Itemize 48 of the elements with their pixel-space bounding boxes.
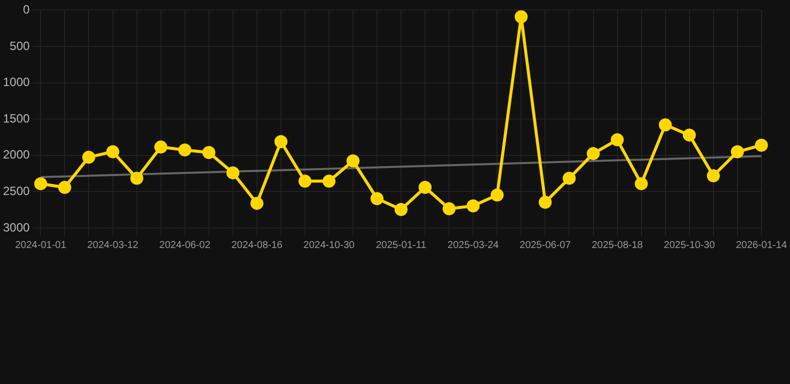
x-tick-label: 2025-01-11 <box>376 240 427 251</box>
point <box>682 128 696 142</box>
point <box>346 154 360 168</box>
y-tick-label: 1500 <box>2 111 30 126</box>
x-tick-label: 2025-03-24 <box>448 240 500 251</box>
point <box>538 196 552 209</box>
point <box>562 172 576 185</box>
x-tick-label: 2024-03-12 <box>87 240 139 251</box>
point <box>130 172 144 185</box>
point <box>202 146 216 159</box>
point <box>730 145 744 158</box>
point <box>250 196 264 210</box>
point <box>58 180 72 194</box>
point <box>106 145 120 158</box>
point <box>298 174 312 188</box>
x-tick-label: 2024-10-30 <box>303 240 355 251</box>
y-tick-label: 0 <box>23 2 30 17</box>
y-tick-label: 1000 <box>2 75 30 90</box>
point <box>466 199 480 212</box>
point <box>754 138 768 152</box>
y-tick-label: 2000 <box>2 148 30 162</box>
point <box>658 118 672 132</box>
point <box>178 143 192 156</box>
x-tick-label: 2024-06-02 <box>159 240 211 251</box>
x-tick-label: 2025-08-18 <box>592 240 644 251</box>
point <box>394 202 408 216</box>
point <box>226 166 240 180</box>
x-tick-label: 2025-06-07 <box>520 240 572 251</box>
point <box>586 147 600 160</box>
point <box>490 188 504 202</box>
point <box>370 192 384 206</box>
point <box>706 169 720 182</box>
point <box>154 140 168 154</box>
point <box>274 135 288 148</box>
point <box>514 10 528 24</box>
point <box>634 177 648 190</box>
x-tick-label: 2025-10-30 <box>664 240 716 251</box>
point <box>82 150 96 164</box>
point <box>442 202 456 216</box>
x-tick-label: 2024-08-16 <box>231 240 283 251</box>
y-tick-label: 2500 <box>2 184 30 198</box>
x-tick-label: 2024-01-01 <box>15 240 67 251</box>
point <box>322 174 336 188</box>
y-tick-label: 3000 <box>2 220 30 234</box>
point <box>610 133 624 146</box>
point <box>418 180 432 194</box>
y-tick-label: 500 <box>10 38 30 53</box>
x-tick-label: 2026-01-14 <box>736 240 788 251</box>
